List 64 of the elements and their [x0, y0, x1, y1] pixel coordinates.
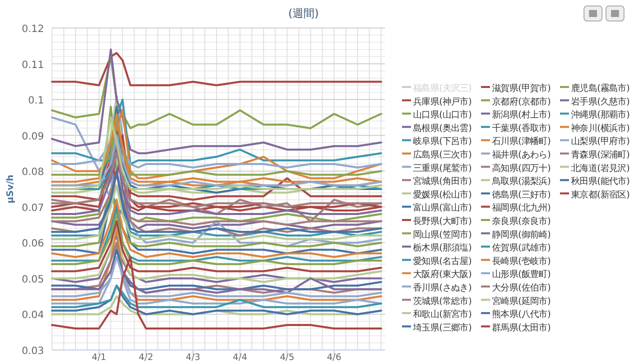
- legend-label: 鳥取県(湯梨浜): [491, 176, 551, 188]
- legend-label: 沖縄県(那覇市): [571, 110, 630, 121]
- legend-label: 神奈川(横浜市): [571, 122, 630, 134]
- y-tick-label: 0.1: [28, 96, 44, 107]
- x-tick-label: 4/1: [92, 353, 106, 363]
- legend-label: 群馬県(太田市): [492, 322, 551, 334]
- legend-label: 兵庫県(神戸市): [413, 96, 472, 108]
- chart-title: (週間): [288, 7, 319, 20]
- legend-label: 新潟県(村上市): [492, 110, 551, 121]
- legend-label: 秋田県(能代市): [571, 176, 630, 188]
- legend-label: 山梨県(甲府市): [571, 136, 630, 148]
- y-tick-label: 0.04: [22, 310, 44, 322]
- legend-label: 奈良県(奈良市): [492, 216, 551, 227]
- legend-label: 福井県(あわら): [492, 150, 551, 160]
- legend-label: 石川県(津幡町): [492, 136, 551, 148]
- legend-label: 富山県(富山市): [413, 202, 472, 214]
- y-tick-label: 0.12: [22, 24, 44, 35]
- x-tick-label: 4/6: [326, 353, 342, 363]
- x-tick-label: 4/5: [280, 353, 294, 363]
- legend-label: 埼玉県(三郷市): [412, 322, 472, 334]
- legend-label: 長野県(大町市): [413, 216, 472, 227]
- y-tick-label: 0.05: [22, 274, 44, 286]
- legend-label: 千葉県(香取市): [492, 122, 551, 134]
- legend-label: 三重県(尾鷲市): [413, 162, 472, 174]
- legend-label: 高知県(四万十): [492, 162, 551, 174]
- legend-label: 香川県(さぬき): [413, 282, 472, 294]
- legend-label: 静岡県(御前崎): [492, 229, 551, 240]
- legend-label: 岡山県(笠岡市): [413, 229, 472, 240]
- legend-label: 大阪府(東大阪): [413, 269, 472, 280]
- legend-label: 大分県(佐伯市): [492, 282, 551, 294]
- legend-label: 滋賀県(甲賀市): [492, 83, 551, 94]
- legend-label: 熊本県(八代市): [492, 309, 551, 320]
- y-tick-label: 0.09: [22, 131, 44, 142]
- y-tick-label: 0.08: [22, 167, 44, 178]
- legend-label: 宮崎県(延岡市): [492, 296, 551, 307]
- y-tick-label: 0.11: [22, 60, 44, 71]
- legend-label: 山形県(飯豊町): [492, 269, 551, 280]
- legend-label: 栃木県(那須塩): [413, 242, 472, 254]
- y-tick-label: 0.03: [22, 346, 44, 357]
- legend-label: 東京都(新宿区): [571, 189, 630, 200]
- legend-label: 岐阜県(下呂市): [413, 136, 472, 148]
- legend-label: 愛知県(名古屋): [413, 256, 472, 267]
- legend-label: 京都府(京都市): [492, 96, 551, 108]
- legend-label: 長崎県(壱岐市): [492, 256, 551, 267]
- y-axis-title: μSv/h: [6, 174, 16, 204]
- x-tick-label: 4/3: [186, 353, 200, 363]
- y-tick-label: 0.07: [22, 202, 44, 214]
- legend-label: 北海道(岩見沢): [571, 162, 630, 174]
- legend-label: 鹿児島(霧島市): [571, 83, 630, 94]
- x-tick-label: 4/4: [232, 353, 248, 363]
- y-tick-label: 0.06: [22, 238, 44, 250]
- legend-label: 愛媛県(松山市): [413, 189, 472, 200]
- legend-label: 佐賀県(武雄市): [492, 242, 551, 254]
- legend-label: 宮城県(角田市): [413, 176, 472, 188]
- legend-label: 徳島県(三好市): [492, 189, 551, 200]
- legend-label: 福岡県(北九州): [492, 202, 551, 214]
- legend-label: 岩手県(久慈市): [571, 96, 630, 108]
- legend-label: 茨城県(常総市): [413, 296, 472, 307]
- legend-label: 広島県(三次市): [413, 150, 472, 160]
- legend-label: 山口県(山口市): [413, 110, 472, 121]
- x-tick-label: 4/2: [138, 353, 154, 363]
- legend-label: 島根県(奥出雲): [413, 122, 472, 134]
- legend-label: 和歌山(新宮市): [413, 309, 472, 320]
- legend-label: 青森県(深浦町): [571, 150, 630, 160]
